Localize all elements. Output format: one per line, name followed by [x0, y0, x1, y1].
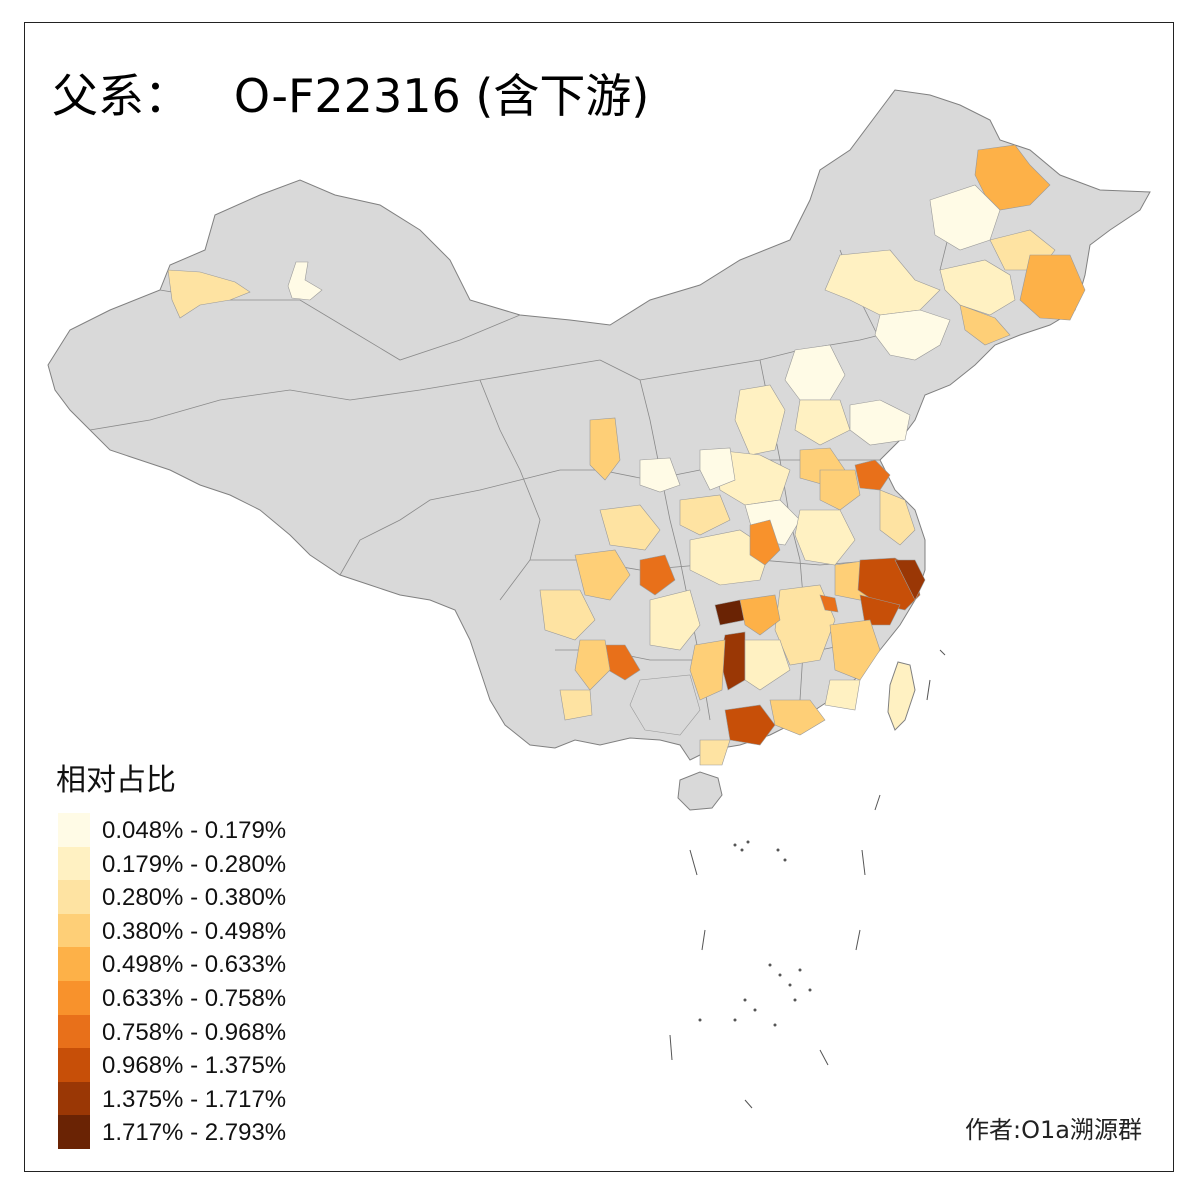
region-sichuan-3 [539, 589, 596, 641]
legend-label: 0.633% - 0.758% [102, 984, 287, 1012]
region-wenzhou [894, 559, 926, 601]
region-guangdong-3 [699, 739, 731, 766]
region-sichuan-1 [574, 549, 631, 601]
legend-label: 0.179% - 0.280% [102, 850, 287, 878]
legend-item: 0.758% - 0.968% [56, 1014, 286, 1049]
legend-item: 0.179% - 0.280% [56, 846, 286, 881]
region-gansu [589, 417, 621, 481]
region-guangxi [629, 674, 701, 736]
legend-label: 1.375% - 1.717% [102, 1085, 287, 1113]
region-chongqing [639, 554, 676, 596]
legend-label: 0.758% - 0.968% [102, 1018, 287, 1046]
region-jiangsu-1 [854, 459, 891, 491]
legend-item: 0.380% - 0.498% [56, 913, 286, 948]
legend-title: 相对占比 [56, 763, 176, 798]
region-liaoning [874, 309, 951, 361]
region-hunan-2 [739, 594, 781, 636]
legend-rows: 0.048% - 0.179% 0.179% - 0.280% 0.280% - 0… [56, 813, 286, 1149]
legend-swatch [58, 846, 90, 881]
legend-item: 0.048% - 0.179% [56, 813, 286, 847]
region-sichuan-2 [599, 504, 661, 551]
legend-item: 0.498% - 0.633% [56, 947, 286, 981]
legend-swatch [58, 880, 90, 914]
region-jiangsu-2 [819, 469, 861, 511]
region-jilin-2 [959, 304, 1011, 346]
legend-label: 0.380% - 0.498% [102, 917, 287, 945]
region-shanxi [734, 384, 786, 456]
data-regions [167, 144, 1086, 766]
legend-label: 1.717% - 2.793% [102, 1119, 287, 1147]
region-hubei-2 [749, 519, 781, 566]
region-zhejiang-2 [859, 594, 901, 626]
region-shaanxi-2 [679, 494, 731, 536]
hainan-island [677, 771, 723, 811]
region-yunnan-1 [574, 639, 611, 691]
region-hebei-2 [794, 399, 851, 446]
legend-swatch [58, 1014, 90, 1049]
legend-label: 0.280% - 0.380% [102, 884, 287, 912]
region-hunan-4 [744, 639, 791, 691]
islands [669, 649, 946, 1109]
region-mudanjiang [1019, 254, 1086, 321]
legend-swatch [58, 1081, 90, 1116]
legend-label: 0.968% - 1.375% [102, 1052, 287, 1080]
legend-swatch [58, 913, 90, 948]
legend-label: 0.048% - 0.179% [102, 817, 287, 844]
legend-swatch [58, 1048, 90, 1082]
legend-label: 0.498% - 0.633% [102, 951, 287, 979]
legend-swatch [58, 813, 90, 847]
region-heihe [974, 144, 1051, 211]
region-ili [167, 269, 251, 319]
legend: 相对占比 0.048% - 0.179% 0.179% - 0.280% 0.280… [56, 755, 286, 1149]
region-guizhou [649, 589, 701, 651]
region-guangdong-1 [724, 704, 776, 746]
region-shaanxi-1 [699, 447, 736, 491]
region-urumqi [287, 261, 323, 301]
region-guangdong-2 [769, 699, 826, 736]
legend-swatch [58, 1115, 90, 1149]
region-shandong-1 [849, 399, 911, 446]
region-fujian-1 [829, 619, 881, 681]
legend-item: 0.280% - 0.380% [56, 880, 286, 914]
region-yunnan-2 [559, 689, 593, 721]
legend-item: 0.633% - 0.758% [56, 980, 286, 1015]
map-title: 父系： O-F22316 (含下游) [52, 69, 650, 123]
legend-item: 1.717% - 2.793% [56, 1115, 286, 1149]
legend-item: 0.968% - 1.375% [56, 1048, 286, 1082]
legend-swatch [58, 980, 90, 1015]
region-jiangxi-1 [774, 584, 836, 666]
island-dots [698, 840, 812, 1027]
region-hunan-5 [689, 639, 726, 701]
region-jiangxi-2 [819, 594, 839, 613]
region-jiangsu-3 [879, 489, 916, 546]
region-ningxia [639, 457, 681, 493]
region-fujian-2 [824, 679, 861, 711]
legend-item: 1.375% - 1.717% [56, 1081, 286, 1116]
author-credit: 作者:O1a溯源群 [965, 1116, 1142, 1144]
region-jilin [939, 259, 1016, 316]
taiwan-island [887, 661, 916, 731]
legend-swatch [58, 947, 90, 981]
